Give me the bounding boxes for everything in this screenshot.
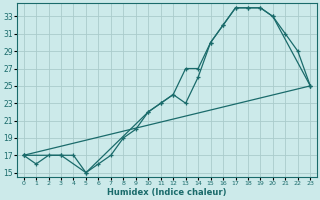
X-axis label: Humidex (Indice chaleur): Humidex (Indice chaleur) — [107, 188, 227, 197]
